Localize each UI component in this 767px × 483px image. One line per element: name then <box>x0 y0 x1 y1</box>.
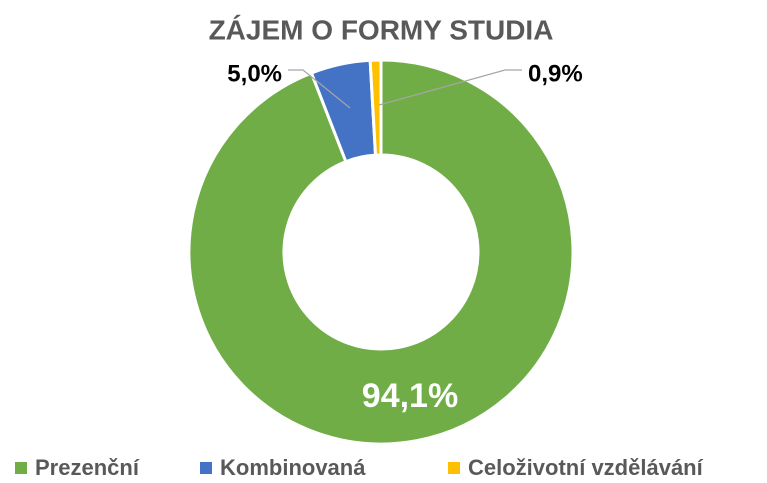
legend-label: Kombinovaná <box>220 455 366 480</box>
donut-slice <box>368 58 383 157</box>
legend-marker <box>15 462 27 474</box>
leader-line <box>288 69 351 109</box>
legend-label: Celoživotní vzdělávání <box>468 455 704 480</box>
leader-line <box>378 69 522 106</box>
data-label: 5,0% <box>227 60 282 87</box>
donut-slice <box>187 58 575 446</box>
chart-title: ZÁJEM O FORMY STUDIA <box>209 14 554 45</box>
legend-marker <box>200 462 212 474</box>
data-label: 0,9% <box>528 60 583 87</box>
legend-label: Prezenční <box>35 455 140 480</box>
data-label: 94,1% <box>362 377 458 415</box>
legend-marker <box>448 462 460 474</box>
